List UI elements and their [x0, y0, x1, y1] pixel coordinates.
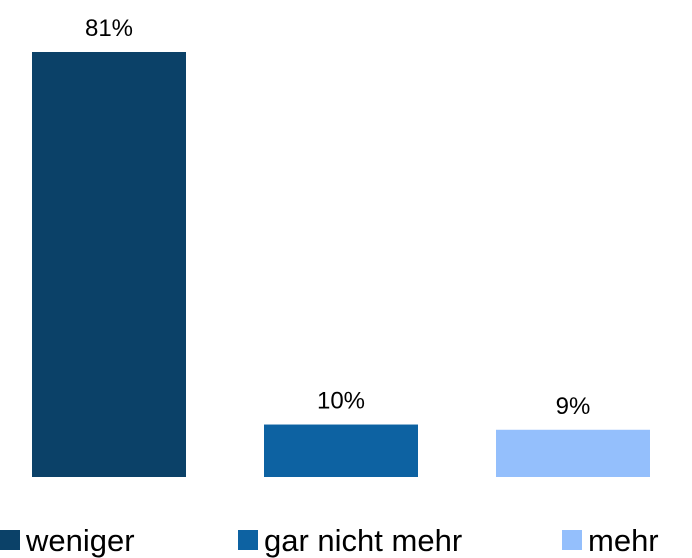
legend-label: weniger: [25, 523, 135, 558]
legend-swatch: [562, 530, 582, 550]
bar: [264, 424, 418, 477]
bar: [32, 52, 186, 477]
value-label: 9%: [556, 393, 591, 420]
value-label: 10%: [317, 388, 365, 415]
bar: [496, 429, 650, 477]
value-label: 81%: [85, 15, 133, 42]
legend-swatch: [0, 530, 20, 550]
legend-swatch: [238, 530, 258, 550]
legend-label: gar nicht mehr: [264, 523, 462, 558]
legend-label: mehr: [588, 523, 659, 558]
